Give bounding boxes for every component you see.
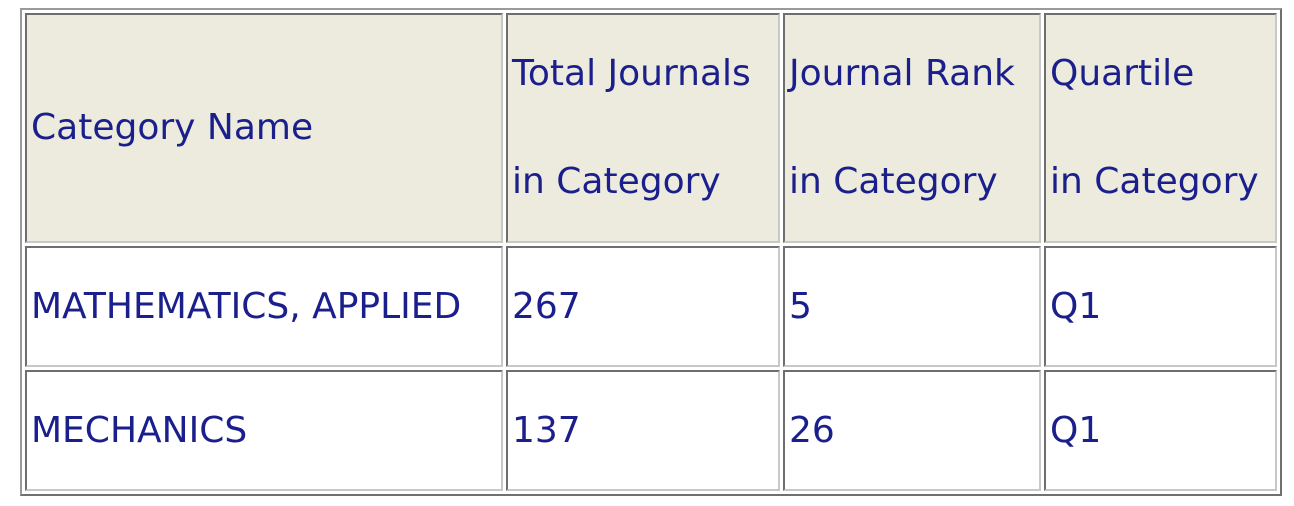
header-journal-rank: Journal Rank in Category [783, 13, 1041, 243]
cell-quartile: Q1 [1044, 370, 1277, 491]
header-label: Quartile [1050, 53, 1195, 94]
header-label: in Category [1050, 161, 1259, 202]
table-header-row: Category Name Total Journals in Category… [25, 13, 1277, 243]
header-label: in Category [512, 161, 721, 202]
category-ranking-table: Category Name Total Journals in Category… [20, 8, 1282, 496]
header-total-journals: Total Journals in Category [506, 13, 780, 243]
header-quartile: Quartile in Category [1044, 13, 1277, 243]
table-row: MATHEMATICS, APPLIED 267 5 Q1 [25, 246, 1277, 367]
table-row: MECHANICS 137 26 Q1 [25, 370, 1277, 491]
header-label: Category Name [31, 107, 314, 148]
header-label: in Category [789, 161, 998, 202]
cell-category-name: MECHANICS [25, 370, 503, 491]
category-table-container: Category Name Total Journals in Category… [20, 8, 1282, 496]
header-label: Total Journals [512, 53, 751, 94]
cell-total-journals: 267 [506, 246, 780, 367]
header-category-name: Category Name [25, 13, 503, 243]
cell-journal-rank: 26 [783, 370, 1041, 491]
cell-quartile: Q1 [1044, 246, 1277, 367]
cell-category-name: MATHEMATICS, APPLIED [25, 246, 503, 367]
cell-total-journals: 137 [506, 370, 780, 491]
header-label: Journal Rank [789, 53, 1015, 94]
cell-journal-rank: 5 [783, 246, 1041, 367]
